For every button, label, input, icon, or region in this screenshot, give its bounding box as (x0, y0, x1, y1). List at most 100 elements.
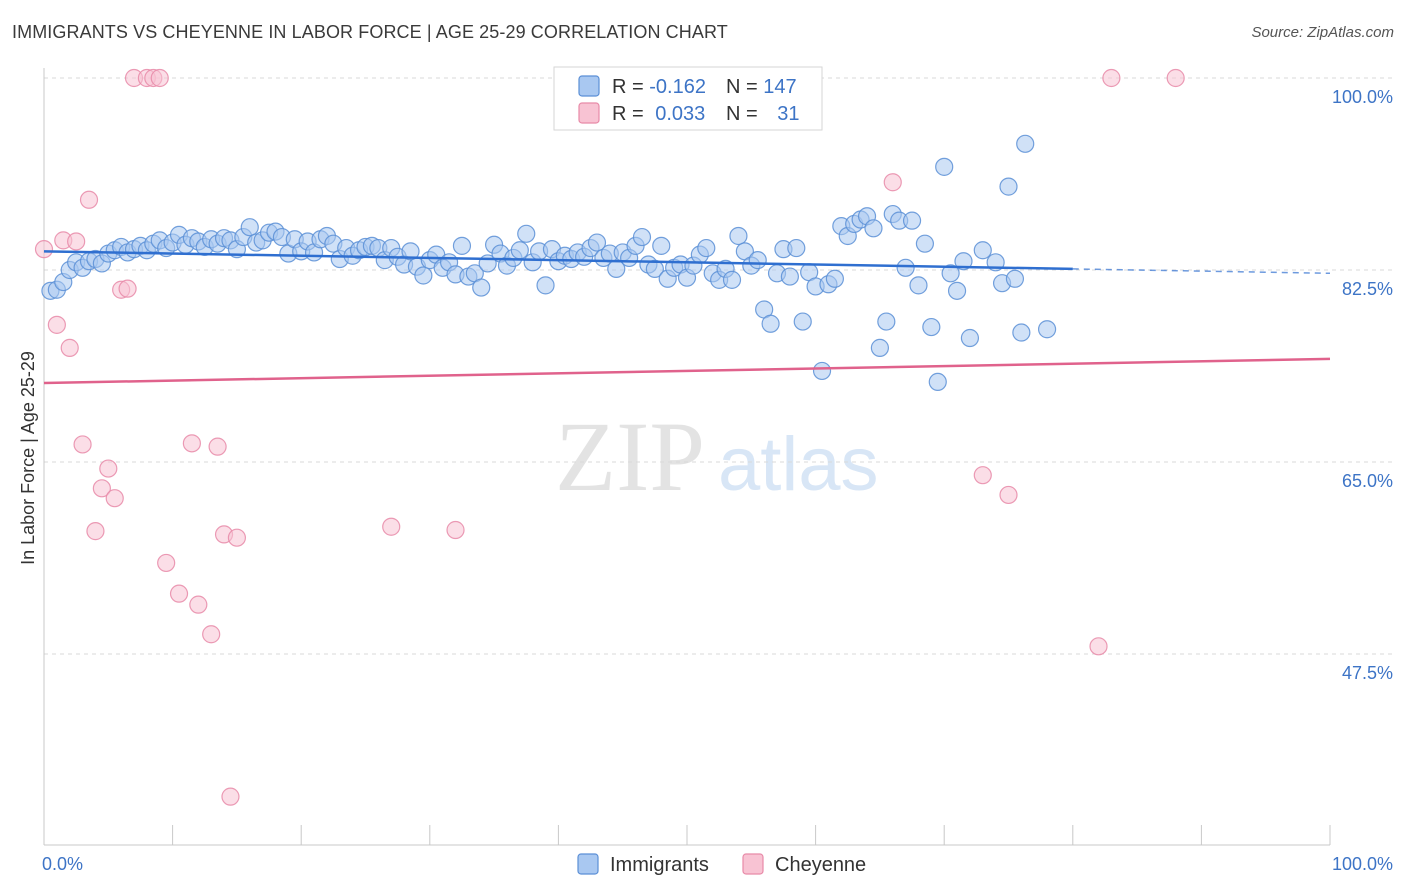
point-immigrants-129 (870, 338, 890, 357)
point-immigrants-139 (935, 157, 954, 176)
legend-top-r-label-cheyenne: R = (612, 103, 649, 125)
point-cheyenne-21 (202, 625, 221, 644)
chart-title: IMMIGRANTS VS CHEYENNE IN LABOR FORCE | … (12, 22, 728, 42)
point-cheyenne-12 (118, 279, 137, 298)
legend-top-r-label-immigrants: R = (612, 76, 649, 98)
point-cheyenne-10 (105, 489, 124, 508)
point-immigrants-31 (240, 218, 259, 237)
legend-bottom: Immigrants Cheyenne (577, 853, 866, 876)
point-immigrants-128 (864, 219, 883, 238)
legend-top-swatch-immigrants (578, 75, 600, 97)
point-immigrants-112 (761, 314, 780, 333)
point-immigrants-130 (877, 312, 896, 331)
gridlines (44, 77, 1394, 655)
point-cheyenne-20 (189, 595, 208, 614)
point-immigrants-58 (414, 266, 433, 285)
legend-top-n-cheyenne: N = 31 (726, 103, 800, 125)
point-cheyenne-17 (157, 553, 176, 573)
point-cheyenne-28 (883, 173, 902, 192)
x-tick-labels: 0.0% 100.0% (42, 854, 1393, 874)
legend-bottom-swatch-immigrants (577, 853, 599, 875)
legend-top-n-immigrants: N = 147 (726, 76, 797, 98)
point-cheyenne-9 (99, 459, 118, 478)
point-immigrants-73 (510, 241, 529, 260)
point-cheyenne-16 (150, 68, 169, 88)
point-immigrants-110 (748, 251, 767, 270)
legend-top-n-value-cheyenne: 31 (777, 103, 799, 125)
legend-top-r-value-immigrants: -0.162 (649, 76, 706, 98)
point-immigrants-149 (1012, 323, 1031, 342)
point-immigrants-151 (1016, 134, 1035, 153)
point-immigrants-142 (954, 252, 973, 271)
x-tick-label-1: 100.0% (1332, 854, 1393, 874)
point-cheyenne-32 (1166, 68, 1185, 88)
point-immigrants-120 (812, 361, 832, 381)
point-cheyenne-26 (382, 517, 401, 536)
point-immigrants-107 (729, 226, 748, 246)
point-immigrants-147 (999, 177, 1018, 196)
legend-top-swatch-cheyenne (578, 102, 600, 124)
legend-top-n-value-immigrants: 147 (763, 76, 796, 98)
point-cheyenne-19 (182, 434, 201, 453)
point-immigrants-117 (793, 312, 812, 331)
point-cheyenne-24 (221, 787, 240, 806)
point-immigrants-138 (928, 372, 947, 392)
watermark: ZIP atlas (555, 401, 879, 512)
legend-top-row-cheyenne: R = 0.033 (612, 103, 705, 125)
y-tick-label-2: 65.0% (1342, 471, 1393, 491)
y-axis-title: In Labor Force | Age 25-29 (18, 351, 38, 565)
point-immigrants-106 (722, 270, 742, 289)
point-cheyenne-5 (73, 435, 92, 454)
point-cheyenne-7 (86, 522, 105, 541)
chart-source: Source: ZipAtlas.com (1251, 24, 1394, 41)
point-immigrants-134 (902, 211, 922, 230)
point-immigrants-95 (652, 236, 671, 255)
trend-line-cheyenne (43, 357, 1331, 385)
point-cheyenne-1 (47, 315, 66, 334)
point-immigrants-92 (632, 227, 652, 247)
x-ticks (43, 825, 1331, 845)
point-cheyenne-30 (999, 485, 1018, 505)
point-cheyenne-27 (446, 520, 465, 540)
point-cheyenne-3 (67, 232, 86, 251)
point-cheyenne-18 (169, 584, 189, 603)
data-points (34, 68, 1185, 806)
point-immigrants-77 (536, 276, 555, 295)
legend-top: R = -0.162 N = 147 R = 0.033 N = 31 (553, 66, 823, 131)
legend-top-n-label-cheyenne: N = (726, 103, 763, 125)
y-tick-labels: 100.0% 82.5% 65.0% 47.5% (1332, 87, 1393, 683)
y-tick-label-0: 100.0% (1332, 87, 1393, 107)
point-cheyenne-6 (79, 190, 99, 209)
point-immigrants-135 (909, 276, 928, 295)
point-immigrants-143 (960, 328, 980, 348)
point-immigrants-94 (645, 259, 664, 279)
point-cheyenne-33 (1089, 637, 1108, 656)
point-immigrants-140 (941, 264, 960, 283)
point-immigrants-133 (896, 258, 915, 277)
point-cheyenne-25 (227, 528, 246, 547)
point-immigrants-102 (697, 238, 716, 258)
point-cheyenne-8 (92, 479, 111, 498)
point-immigrants-141 (947, 281, 967, 300)
y-tick-label-3: 47.5% (1342, 663, 1393, 683)
point-immigrants-148 (1005, 269, 1025, 288)
legend-bottom-swatch-cheyenne (742, 853, 764, 875)
trend-line-immigrants (43, 250, 1073, 271)
point-immigrants-74 (517, 224, 536, 243)
legend-top-row-immigrants: R = -0.162 (612, 76, 706, 98)
point-immigrants-67 (472, 278, 491, 297)
point-immigrants-85 (587, 233, 607, 252)
point-cheyenne-22 (208, 437, 227, 456)
legend-top-n-label-immigrants: N = (726, 76, 763, 98)
trend-lines (43, 250, 1331, 385)
y-tick-label-1: 82.5% (1342, 279, 1393, 299)
legend-top-r-value-cheyenne: 0.033 (655, 103, 705, 125)
legend-bottom-label-cheyenne: Cheyenne (775, 854, 866, 876)
point-immigrants-56 (401, 242, 420, 261)
trend-line-immigrants-extension (1072, 268, 1331, 275)
point-immigrants-116 (787, 238, 806, 258)
point-immigrants-150 (1037, 320, 1057, 339)
watermark-atlas: atlas (718, 422, 879, 507)
legend-bottom-label-immigrants: Immigrants (610, 854, 709, 876)
